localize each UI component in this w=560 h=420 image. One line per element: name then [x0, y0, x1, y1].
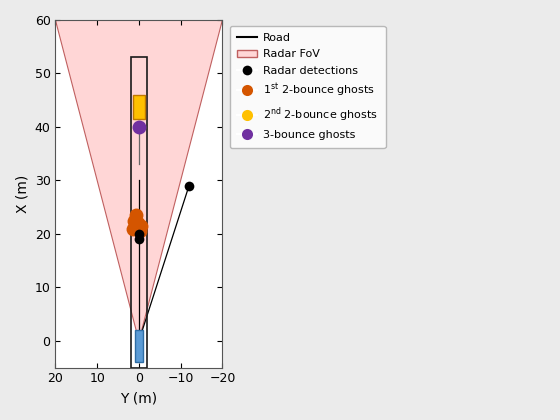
Y-axis label: X (m): X (m) — [15, 175, 29, 213]
X-axis label: Y (m): Y (m) — [120, 391, 157, 405]
Legend: Road, Radar FoV, Radar detections, 1$^{\rm st}$ 2-bounce ghosts, 2$^{\rm nd}$ 2-: Road, Radar FoV, Radar detections, 1$^{\… — [230, 26, 385, 148]
Bar — [135, 330, 143, 362]
Bar — [133, 95, 145, 119]
Bar — [130, 58, 147, 368]
Polygon shape — [55, 20, 222, 341]
